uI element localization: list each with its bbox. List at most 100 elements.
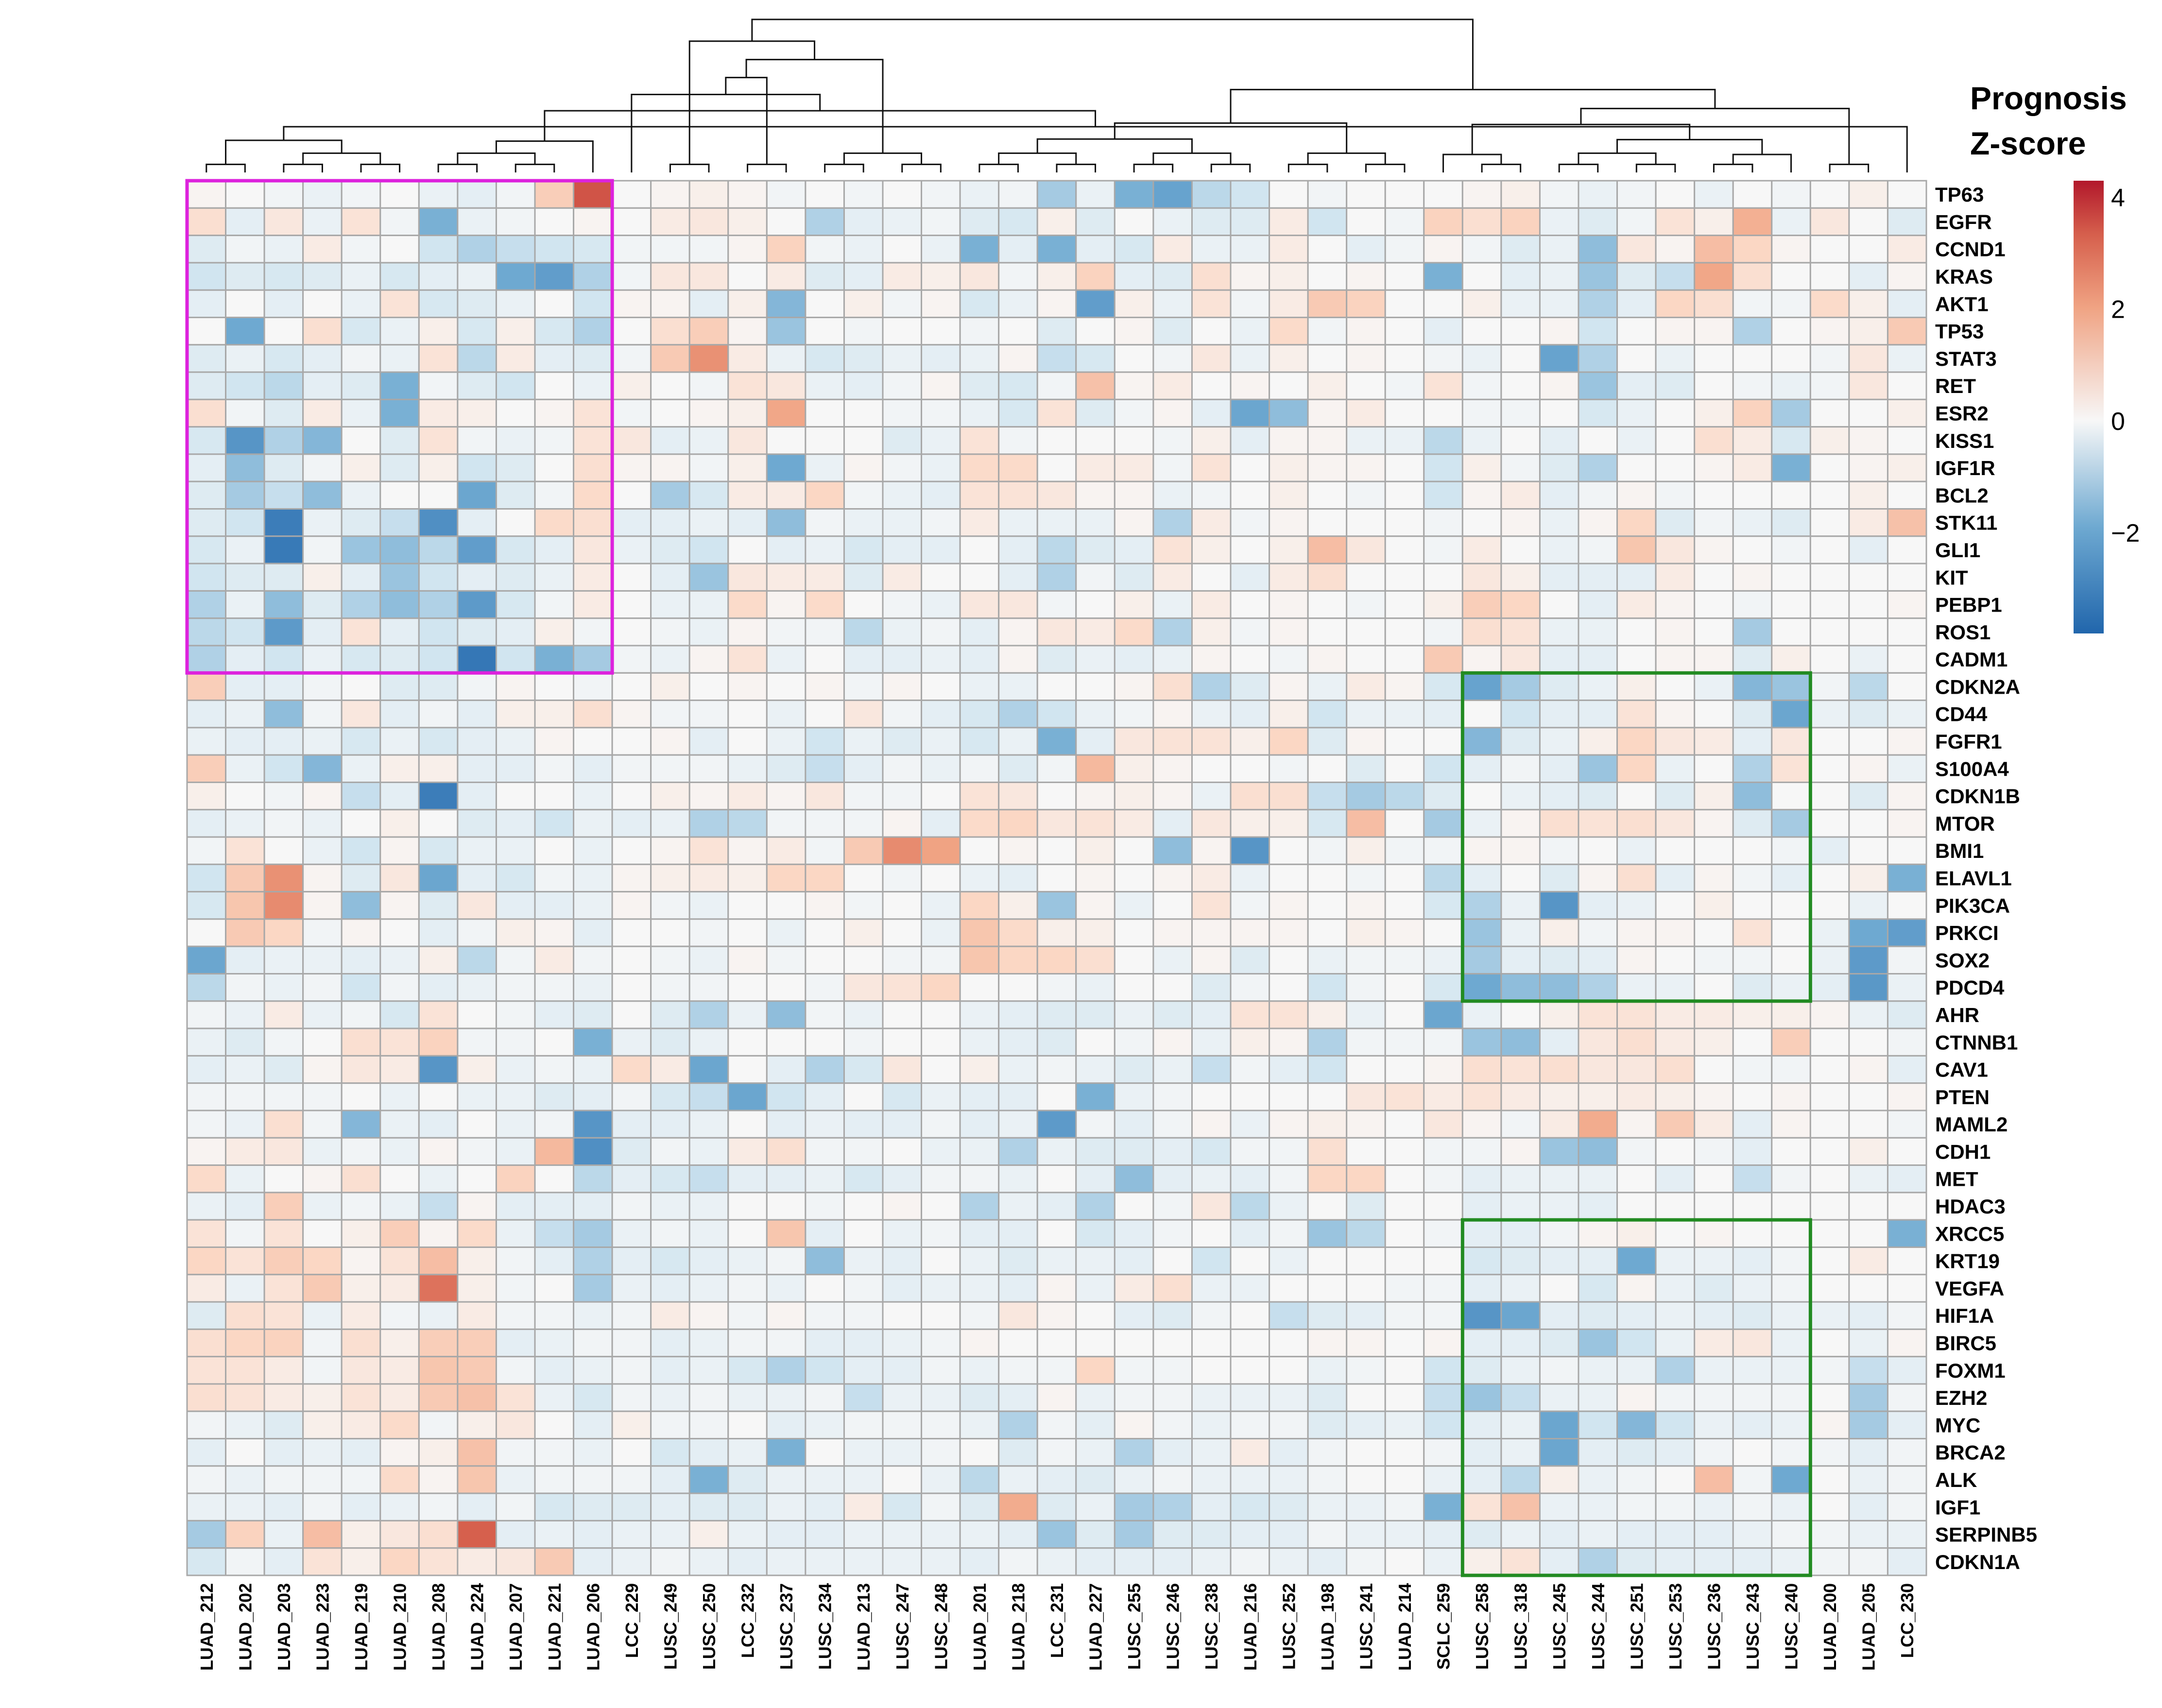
heatmap-cell — [1384, 1274, 1425, 1303]
heatmap-cell — [457, 1492, 497, 1521]
heatmap-cell — [1191, 781, 1232, 811]
heatmap-cell — [1346, 371, 1386, 400]
heatmap-cell — [534, 1465, 575, 1494]
heatmap-cell — [805, 1027, 845, 1057]
heatmap-cell — [1500, 1328, 1541, 1358]
heatmap-cell — [921, 1520, 961, 1549]
heatmap-cell — [650, 262, 690, 291]
heatmap-cell — [573, 945, 613, 975]
heatmap-cell — [1384, 1465, 1425, 1494]
heatmap-cell — [1694, 508, 1734, 537]
heatmap-cell — [959, 316, 1000, 346]
heatmap-cell — [1539, 262, 1579, 291]
heatmap-cell — [1732, 590, 1773, 619]
heatmap-cell — [1732, 1219, 1773, 1248]
heatmap-cell — [534, 1000, 575, 1029]
heatmap-cell — [1114, 727, 1154, 756]
heatmap-cell — [1307, 289, 1348, 318]
heatmap-cell — [573, 700, 613, 729]
heatmap-cell — [611, 371, 652, 400]
heatmap-cell — [1655, 235, 1696, 264]
heatmap-cell — [573, 1192, 613, 1221]
heatmap-cell — [843, 1520, 884, 1549]
heatmap-cell — [805, 1301, 845, 1330]
heatmap-cell — [688, 590, 729, 619]
heatmap-cell — [650, 1219, 690, 1248]
heatmap-cell — [263, 1465, 304, 1494]
heatmap-cell — [805, 535, 845, 564]
heatmap-cell — [766, 645, 806, 674]
heatmap-cell — [186, 672, 227, 701]
column-label: LUAD_202 — [235, 1583, 255, 1671]
heatmap-cell — [1384, 480, 1425, 510]
heatmap-cell — [1191, 235, 1232, 264]
heatmap-cell — [959, 207, 1000, 237]
heatmap-cell — [1191, 1000, 1232, 1029]
heatmap-cell — [1036, 918, 1077, 947]
heatmap-cell — [1578, 1301, 1618, 1330]
heatmap-cell — [225, 645, 265, 674]
heatmap-cell — [1539, 1492, 1579, 1521]
heatmap-cell — [1075, 180, 1115, 209]
heatmap-cell — [1230, 235, 1270, 264]
heatmap-cell — [418, 645, 459, 674]
heatmap-cell — [766, 617, 806, 647]
heatmap-cell — [379, 590, 420, 619]
heatmap-cell — [650, 508, 690, 537]
heatmap-cell — [1461, 1328, 1502, 1358]
heatmap-cell — [805, 1000, 845, 1029]
heatmap-cell — [959, 398, 1000, 428]
heatmap-cell — [1423, 1110, 1463, 1139]
heatmap-cell — [727, 371, 768, 400]
heatmap-cell — [1230, 1137, 1270, 1166]
heatmap-cell — [302, 453, 343, 482]
heatmap-cell — [766, 700, 806, 729]
heatmap-cell — [1500, 1547, 1541, 1576]
heatmap-cell — [1616, 453, 1657, 482]
heatmap-cell — [1346, 1328, 1386, 1358]
heatmap-cell — [1655, 590, 1696, 619]
heatmap-cell — [611, 180, 652, 209]
heatmap-cell — [379, 207, 420, 237]
heatmap-cell — [921, 945, 961, 975]
heatmap-cell — [1269, 1438, 1309, 1467]
dendrogram-branch — [457, 152, 536, 165]
heatmap-cell — [1500, 1356, 1541, 1385]
heatmap-cell — [302, 645, 343, 674]
heatmap-cell — [418, 180, 459, 209]
heatmap-cell — [1848, 1137, 1888, 1166]
heatmap-cell — [186, 453, 227, 482]
heatmap-cell — [534, 645, 575, 674]
heatmap-cell — [457, 262, 497, 291]
heatmap-cell — [1848, 453, 1888, 482]
heatmap-cell — [186, 590, 227, 619]
heatmap-cell — [1694, 918, 1734, 947]
heatmap-cell — [1384, 1192, 1425, 1221]
heatmap-cell — [1230, 1438, 1270, 1467]
heatmap-cell — [688, 1547, 729, 1576]
heatmap-cell — [1152, 508, 1193, 537]
heatmap-cell — [1500, 235, 1541, 264]
heatmap-cell — [186, 1465, 227, 1494]
heatmap-cell — [650, 398, 690, 428]
heatmap-cell — [1114, 973, 1154, 1002]
heatmap-cell — [650, 480, 690, 510]
heatmap-cell — [766, 1438, 806, 1467]
heatmap-cell — [1461, 1438, 1502, 1467]
heatmap-cell — [1539, 1438, 1579, 1467]
heatmap-cell — [921, 1465, 961, 1494]
heatmap-cell — [418, 289, 459, 318]
heatmap-cell — [959, 1383, 1000, 1412]
heatmap-cell — [418, 1438, 459, 1467]
heatmap-cell — [1307, 1082, 1348, 1111]
heatmap-cell — [457, 1274, 497, 1303]
heatmap-cell — [1036, 1164, 1077, 1194]
heatmap-cell — [341, 1274, 381, 1303]
heatmap-cell — [1346, 1082, 1386, 1111]
heatmap-cell — [1461, 781, 1502, 811]
heatmap-cell — [727, 563, 768, 592]
heatmap-cell — [1307, 426, 1348, 455]
heatmap-cell — [1539, 1274, 1579, 1303]
heatmap-cell — [1269, 891, 1309, 920]
heatmap-cell — [573, 1274, 613, 1303]
